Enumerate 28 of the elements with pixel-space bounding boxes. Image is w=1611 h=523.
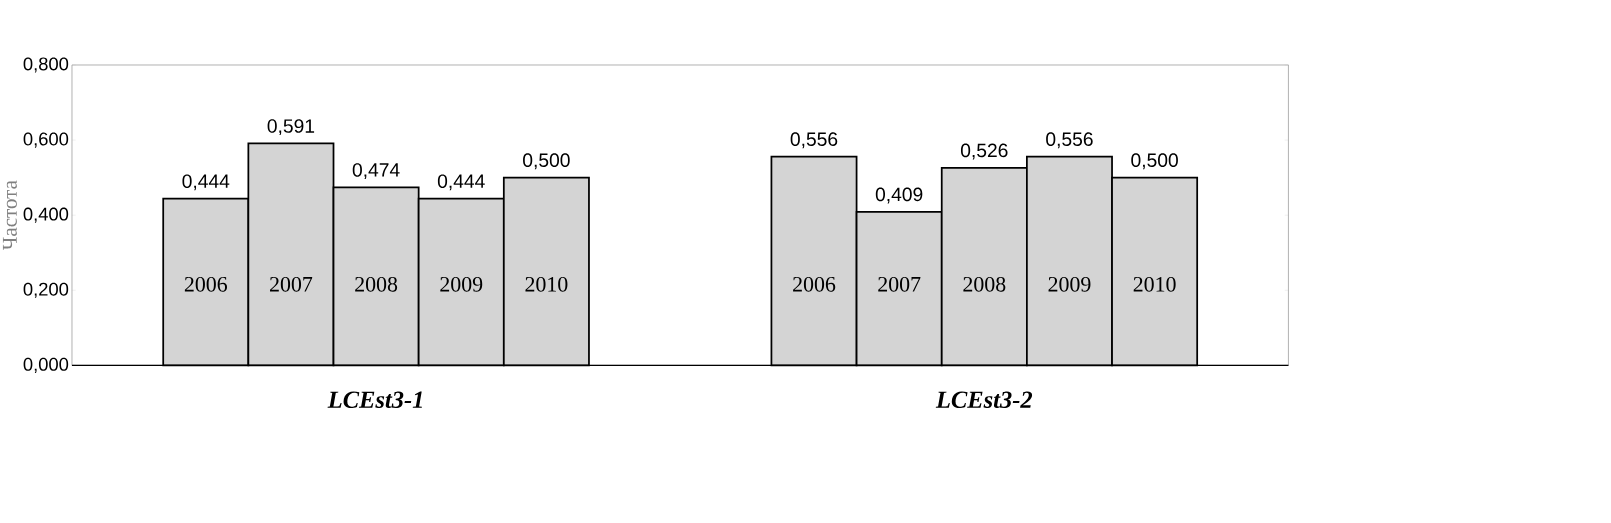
data-label: 0,444 (437, 174, 485, 191)
data-label: 0,556 (1046, 132, 1093, 149)
text: 2010 (525, 276, 568, 292)
series-label: 2008 (355, 276, 398, 292)
text: 2008 (963, 276, 1006, 292)
y-tick-label: 0,200 (23, 282, 69, 298)
text: 2006 (793, 276, 836, 292)
data-label: 0,500 (1131, 153, 1178, 170)
x-tick-label: LCEst3-1 (327, 391, 422, 408)
series-label: 2006 (184, 276, 228, 292)
data-label: 0,556 (790, 132, 838, 149)
text: 2007 (878, 276, 921, 292)
series-label: 2009 (1048, 276, 1091, 292)
data-label: 0,500 (523, 153, 570, 170)
y-tick-label: 0,000 (23, 357, 69, 373)
y-tick-label: 0,600 (23, 132, 69, 148)
data-label: 0,444 (182, 174, 230, 191)
text: 2009 (440, 276, 483, 292)
x-tick-label: LCEst3-2 (935, 391, 1033, 408)
data-label: 0,409 (875, 187, 923, 204)
data-label: 0,526 (960, 143, 1008, 160)
y-axis-title: Частота (2, 180, 17, 250)
data-label: 0,591 (267, 118, 315, 135)
data-label: 0,474 (352, 162, 400, 179)
series-label: 2007 (270, 276, 313, 292)
y-tick-label: 0,400 (23, 207, 69, 223)
y-tick-label: 0,800 (23, 57, 69, 73)
series-label: 2010 (1133, 276, 1176, 292)
